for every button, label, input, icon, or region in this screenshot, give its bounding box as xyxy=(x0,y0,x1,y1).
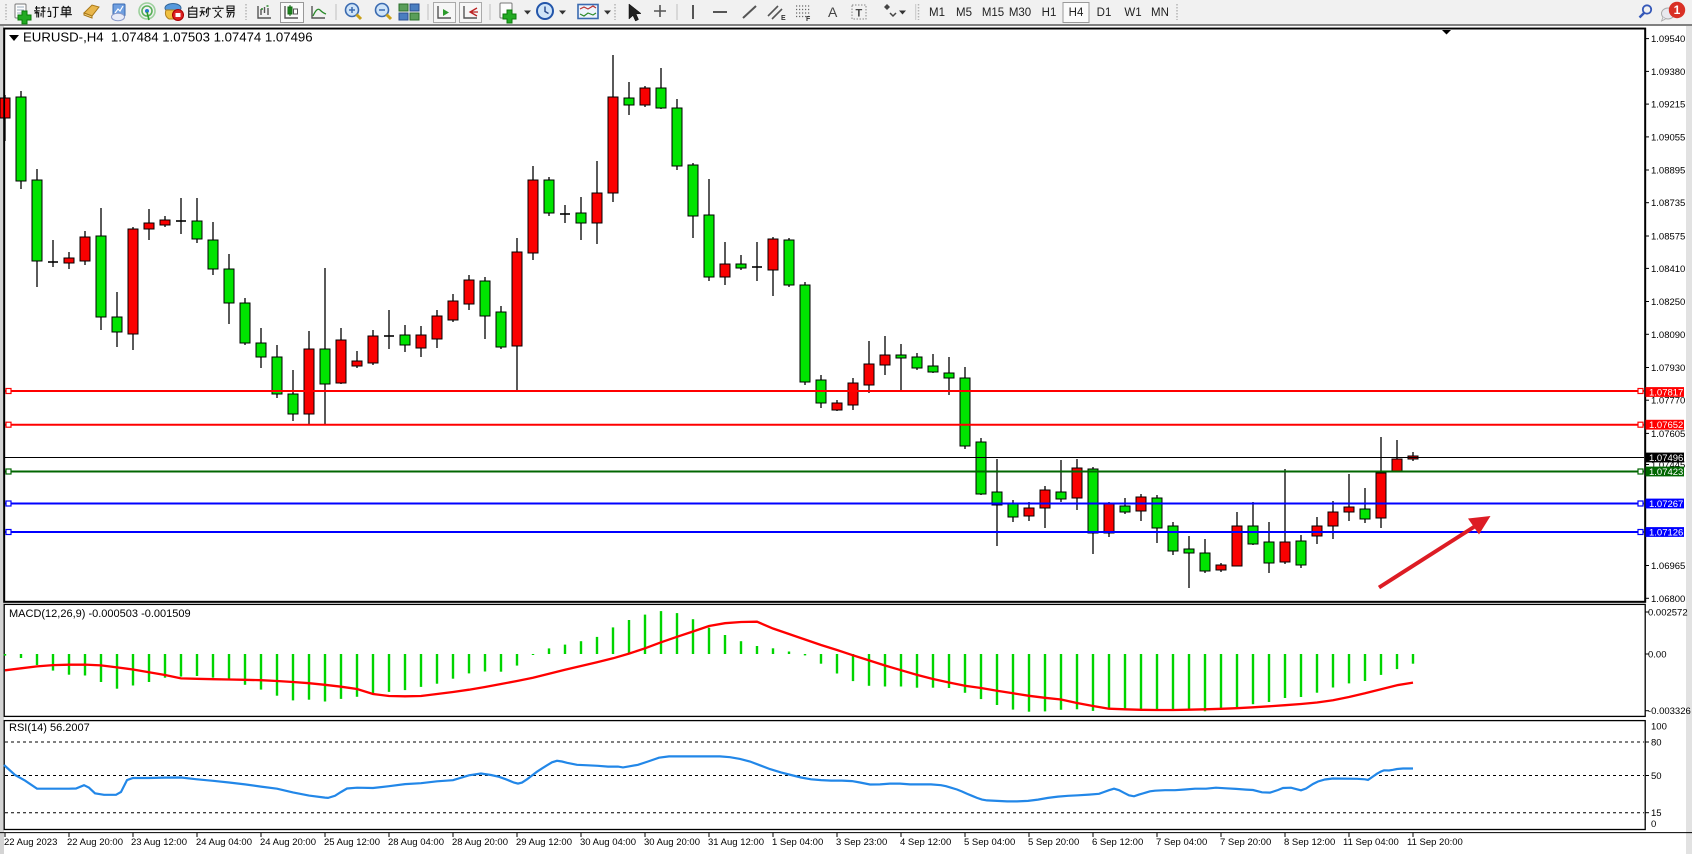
svg-text:100: 100 xyxy=(1651,722,1667,733)
svg-text:M30: M30 xyxy=(1009,7,1031,19)
svg-text:-0.003326: -0.003326 xyxy=(1648,706,1691,717)
svg-text:D1: D1 xyxy=(1097,7,1112,19)
svg-text:3 Sep 23:00: 3 Sep 23:00 xyxy=(836,837,887,848)
svg-text:RSI(14) 56.2007: RSI(14) 56.2007 xyxy=(9,722,90,734)
svg-text:1.07445: 1.07445 xyxy=(1651,460,1685,471)
svg-text:M1: M1 xyxy=(929,7,945,19)
svg-text:29 Aug 12:00: 29 Aug 12:00 xyxy=(516,837,572,848)
svg-text:A: A xyxy=(828,4,838,20)
svg-text:1.09215: 1.09215 xyxy=(1651,100,1685,111)
svg-text:1.08575: 1.08575 xyxy=(1651,232,1685,243)
svg-text:1.06965: 1.06965 xyxy=(1651,561,1685,572)
svg-text:1.09540: 1.09540 xyxy=(1651,34,1685,45)
svg-text:1.07267: 1.07267 xyxy=(1649,499,1683,510)
svg-text:31 Aug 12:00: 31 Aug 12:00 xyxy=(708,837,764,848)
svg-text:MN: MN xyxy=(1151,7,1169,19)
svg-text:5 Sep 04:00: 5 Sep 04:00 xyxy=(964,837,1015,848)
svg-text:8 Sep 12:00: 8 Sep 12:00 xyxy=(1284,837,1335,848)
svg-text:1.07652: 1.07652 xyxy=(1649,420,1683,431)
svg-text:11 Sep 04:00: 11 Sep 04:00 xyxy=(1343,837,1399,848)
svg-text:15: 15 xyxy=(1651,808,1662,819)
svg-text:F: F xyxy=(806,16,811,23)
svg-text:1.07423: 1.07423 xyxy=(1649,467,1683,478)
svg-text:1.06800: 1.06800 xyxy=(1651,594,1685,605)
svg-text:1.09380: 1.09380 xyxy=(1651,67,1685,78)
svg-text:H1: H1 xyxy=(1042,7,1057,19)
svg-text:M15: M15 xyxy=(982,7,1004,19)
svg-text:1.08410: 1.08410 xyxy=(1651,264,1685,275)
svg-text:30 Aug 20:00: 30 Aug 20:00 xyxy=(644,837,700,848)
svg-text:22 Aug 20:00: 22 Aug 20:00 xyxy=(67,837,123,848)
svg-text:1.07930: 1.07930 xyxy=(1651,363,1685,374)
svg-text:25 Aug 12:00: 25 Aug 12:00 xyxy=(324,837,380,848)
svg-text:23 Aug 12:00: 23 Aug 12:00 xyxy=(131,837,187,848)
svg-text:5 Sep 20:00: 5 Sep 20:00 xyxy=(1028,837,1079,848)
svg-text:T: T xyxy=(856,8,863,20)
svg-text:0: 0 xyxy=(1651,819,1656,830)
svg-text:1.07817: 1.07817 xyxy=(1649,388,1683,399)
svg-text:1.08895: 1.08895 xyxy=(1651,166,1685,177)
svg-text:EURUSD-,H4 1.07484 1.07503 1.: EURUSD-,H4 1.07484 1.07503 1.07474 1.074… xyxy=(23,30,313,45)
svg-text:0.002572: 0.002572 xyxy=(1648,608,1688,619)
svg-text:1.07126: 1.07126 xyxy=(1649,528,1683,539)
svg-text:1.07496: 1.07496 xyxy=(1649,453,1683,464)
svg-text:30 Aug 04:00: 30 Aug 04:00 xyxy=(580,837,636,848)
svg-text:1: 1 xyxy=(1674,3,1681,17)
svg-text:1.09055: 1.09055 xyxy=(1651,132,1685,143)
svg-text:MACD(12,26,9) -0.000503 -0.001: MACD(12,26,9) -0.000503 -0.001509 xyxy=(9,608,191,620)
svg-text:22 Aug 2023: 22 Aug 2023 xyxy=(4,837,57,848)
svg-text:H4: H4 xyxy=(1069,7,1084,19)
svg-text:M5: M5 xyxy=(956,7,972,19)
svg-text:1.07605: 1.07605 xyxy=(1651,429,1685,440)
svg-text:4 Sep 12:00: 4 Sep 12:00 xyxy=(900,837,951,848)
svg-text:28 Aug 04:00: 28 Aug 04:00 xyxy=(388,837,444,848)
svg-text:50: 50 xyxy=(1651,771,1662,782)
svg-text:7 Sep 20:00: 7 Sep 20:00 xyxy=(1220,837,1271,848)
svg-text:1.08090: 1.08090 xyxy=(1651,330,1685,341)
svg-text:1.08250: 1.08250 xyxy=(1651,297,1685,308)
svg-text:0.00: 0.00 xyxy=(1648,650,1667,661)
svg-text:80: 80 xyxy=(1651,738,1662,749)
svg-text:W1: W1 xyxy=(1124,7,1141,19)
svg-text:1 Sep 04:00: 1 Sep 04:00 xyxy=(772,837,823,848)
svg-text:11 Sep 20:00: 11 Sep 20:00 xyxy=(1407,837,1463,848)
svg-text:24 Aug 04:00: 24 Aug 04:00 xyxy=(196,837,252,848)
svg-text:E: E xyxy=(781,15,786,22)
svg-text:1.07770: 1.07770 xyxy=(1651,396,1685,407)
svg-text:7 Sep 04:00: 7 Sep 04:00 xyxy=(1156,837,1207,848)
svg-text:6 Sep 12:00: 6 Sep 12:00 xyxy=(1092,837,1143,848)
svg-text:28 Aug 20:00: 28 Aug 20:00 xyxy=(452,837,508,848)
svg-text:1.08735: 1.08735 xyxy=(1651,198,1685,209)
svg-text:24 Aug 20:00: 24 Aug 20:00 xyxy=(260,837,316,848)
